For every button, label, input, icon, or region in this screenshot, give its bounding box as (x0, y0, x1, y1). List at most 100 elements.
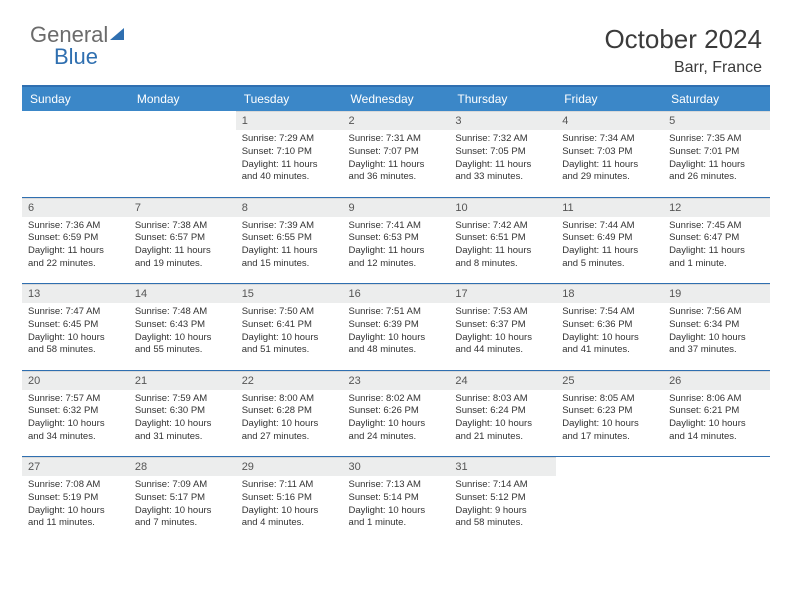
calendar-cell: 13Sunrise: 7:47 AMSunset: 6:45 PMDayligh… (22, 284, 129, 370)
sunset-line: Sunset: 6:24 PM (455, 405, 550, 418)
day-details: Sunrise: 7:36 AMSunset: 6:59 PMDaylight:… (22, 217, 129, 275)
daylight-line-2: and 15 minutes. (242, 258, 337, 271)
daylight-line-2: and 12 minutes. (349, 258, 444, 271)
daylight-line-2: and 51 minutes. (242, 344, 337, 357)
daylight-line-2: and 8 minutes. (455, 258, 550, 271)
sunset-line: Sunset: 6:43 PM (135, 319, 230, 332)
day-number: 15 (236, 284, 343, 303)
day-number: 17 (449, 284, 556, 303)
day-number: 12 (663, 198, 770, 217)
day-details: Sunrise: 7:11 AMSunset: 5:16 PMDaylight:… (236, 476, 343, 534)
day-number: 2 (343, 111, 450, 130)
day-number: 6 (22, 198, 129, 217)
day-number: 24 (449, 371, 556, 390)
sunset-line: Sunset: 6:41 PM (242, 319, 337, 332)
day-details: Sunrise: 7:56 AMSunset: 6:34 PMDaylight:… (663, 303, 770, 361)
daylight-line-2: and 26 minutes. (669, 171, 764, 184)
day-details: Sunrise: 7:45 AMSunset: 6:47 PMDaylight:… (663, 217, 770, 275)
sunset-line: Sunset: 7:01 PM (669, 146, 764, 159)
day-number: 5 (663, 111, 770, 130)
daylight-line-1: Daylight: 10 hours (242, 418, 337, 431)
calendar-cell: 15 Sunrise: 7:50 AMSunset: 6:41 PMDayligh… (236, 284, 343, 370)
sunset-line: Sunset: 5:19 PM (28, 492, 123, 505)
day-details: Sunrise: 7:53 AMSunset: 6:37 PMDaylight:… (449, 303, 556, 361)
daylight-line-1: Daylight: 11 hours (349, 159, 444, 172)
daylight-line-2: and 34 minutes. (28, 431, 123, 444)
day-details: Sunrise: 8:00 AMSunset: 6:28 PMDaylight:… (236, 390, 343, 448)
calendar-week-row: 13Sunrise: 7:47 AMSunset: 6:45 PMDayligh… (22, 284, 770, 370)
day-details: Sunrise: 7:48 AMSunset: 6:43 PMDaylight:… (129, 303, 236, 361)
daylight-line-1: Daylight: 10 hours (135, 505, 230, 518)
day-details: Sunrise: 7:44 AMSunset: 6:49 PMDaylight:… (556, 217, 663, 275)
calendar-cell: 12Sunrise: 7:45 AMSunset: 6:47 PMDayligh… (663, 198, 770, 284)
day-details: Sunrise: 7:34 AMSunset: 7:03 PMDaylight:… (556, 130, 663, 188)
calendar-cell: 6Sunrise: 7:36 AMSunset: 6:59 PMDaylight… (22, 198, 129, 284)
daylight-line-1: Daylight: 10 hours (562, 332, 657, 345)
calendar-cell: 22Sunrise: 8:00 AMSunset: 6:28 PMDayligh… (236, 371, 343, 457)
calendar-cell: 28Sunrise: 7:09 AMSunset: 5:17 PMDayligh… (129, 457, 236, 543)
day-details: Sunrise: 7:14 AMSunset: 5:12 PMDaylight:… (449, 476, 556, 534)
daylight-line-2: and 14 minutes. (669, 431, 764, 444)
daylight-line-1: Daylight: 10 hours (242, 332, 337, 345)
sunrise-line: Sunrise: 7:47 AM (28, 306, 123, 319)
day-details: Sunrise: 8:06 AMSunset: 6:21 PMDaylight:… (663, 390, 770, 448)
sunset-line: Sunset: 6:59 PM (28, 232, 123, 245)
calendar-cell: 3Sunrise: 7:32 AMSunset: 7:05 PMDaylight… (449, 111, 556, 197)
sunset-line: Sunset: 7:03 PM (562, 146, 657, 159)
weekday-header: Wednesday (343, 87, 450, 111)
daylight-line-1: Daylight: 10 hours (669, 418, 764, 431)
sunrise-line: Sunrise: 7:35 AM (669, 133, 764, 146)
day-number: 21 (129, 371, 236, 390)
day-number: 23 (343, 371, 450, 390)
daylight-line-1: Daylight: 10 hours (135, 418, 230, 431)
calendar-week-row: 1Sunrise: 7:29 AMSunset: 7:10 PMDaylight… (22, 111, 770, 197)
sunrise-line: Sunrise: 7:50 AM (242, 306, 337, 319)
sunset-line: Sunset: 6:34 PM (669, 319, 764, 332)
sunrise-line: Sunrise: 7:11 AM (242, 479, 337, 492)
day-details: Sunrise: 7:32 AMSunset: 7:05 PMDaylight:… (449, 130, 556, 188)
day-details: Sunrise: 7:39 AMSunset: 6:55 PMDaylight:… (236, 217, 343, 275)
weekday-header: Tuesday (236, 87, 343, 111)
sunset-line: Sunset: 6:57 PM (135, 232, 230, 245)
day-number: 7 (129, 198, 236, 217)
daylight-line-1: Daylight: 10 hours (669, 332, 764, 345)
sunset-line: Sunset: 6:28 PM (242, 405, 337, 418)
day-details: Sunrise: 7:41 AMSunset: 6:53 PMDaylight:… (343, 217, 450, 275)
sunset-line: Sunset: 6:49 PM (562, 232, 657, 245)
sunrise-line: Sunrise: 7:08 AM (28, 479, 123, 492)
sunset-line: Sunset: 6:32 PM (28, 405, 123, 418)
day-number: 30 (343, 457, 450, 476)
sunset-line: Sunset: 6:23 PM (562, 405, 657, 418)
calendar-cell: 8Sunrise: 7:39 AMSunset: 6:55 PMDaylight… (236, 198, 343, 284)
daylight-line-1: Daylight: 10 hours (349, 505, 444, 518)
day-details: Sunrise: 7:54 AMSunset: 6:36 PMDaylight:… (556, 303, 663, 361)
daylight-line-2: and 17 minutes. (562, 431, 657, 444)
day-details: Sunrise: 7:57 AMSunset: 6:32 PMDaylight:… (22, 390, 129, 448)
sunset-line: Sunset: 6:45 PM (28, 319, 123, 332)
calendar-week-row: 6Sunrise: 7:36 AMSunset: 6:59 PMDaylight… (22, 198, 770, 284)
day-number: 3 (449, 111, 556, 130)
sunrise-line: Sunrise: 7:56 AM (669, 306, 764, 319)
sunset-line: Sunset: 6:53 PM (349, 232, 444, 245)
daylight-line-1: Daylight: 10 hours (28, 505, 123, 518)
daylight-line-2: and 58 minutes. (28, 344, 123, 357)
day-details: Sunrise: 7:47 AMSunset: 6:45 PMDaylight:… (22, 303, 129, 361)
calendar-cell (556, 457, 663, 543)
sunset-line: Sunset: 7:05 PM (455, 146, 550, 159)
daylight-line-1: Daylight: 10 hours (28, 332, 123, 345)
sunrise-line: Sunrise: 7:34 AM (562, 133, 657, 146)
sunrise-line: Sunrise: 7:53 AM (455, 306, 550, 319)
daylight-line-2: and 37 minutes. (669, 344, 764, 357)
sunrise-line: Sunrise: 8:05 AM (562, 393, 657, 406)
calendar-cell: 31Sunrise: 7:14 AMSunset: 5:12 PMDayligh… (449, 457, 556, 543)
sunset-line: Sunset: 6:36 PM (562, 319, 657, 332)
day-details: Sunrise: 7:13 AMSunset: 5:14 PMDaylight:… (343, 476, 450, 534)
sunrise-line: Sunrise: 7:13 AM (349, 479, 444, 492)
daylight-line-2: and 41 minutes. (562, 344, 657, 357)
day-details: Sunrise: 7:08 AMSunset: 5:19 PMDaylight:… (22, 476, 129, 534)
sunrise-line: Sunrise: 7:14 AM (455, 479, 550, 492)
sunset-line: Sunset: 6:21 PM (669, 405, 764, 418)
calendar-cell: 26Sunrise: 8:06 AMSunset: 6:21 PMDayligh… (663, 371, 770, 457)
calendar-cell: 25Sunrise: 8:05 AMSunset: 6:23 PMDayligh… (556, 371, 663, 457)
daylight-line-1: Daylight: 11 hours (669, 159, 764, 172)
